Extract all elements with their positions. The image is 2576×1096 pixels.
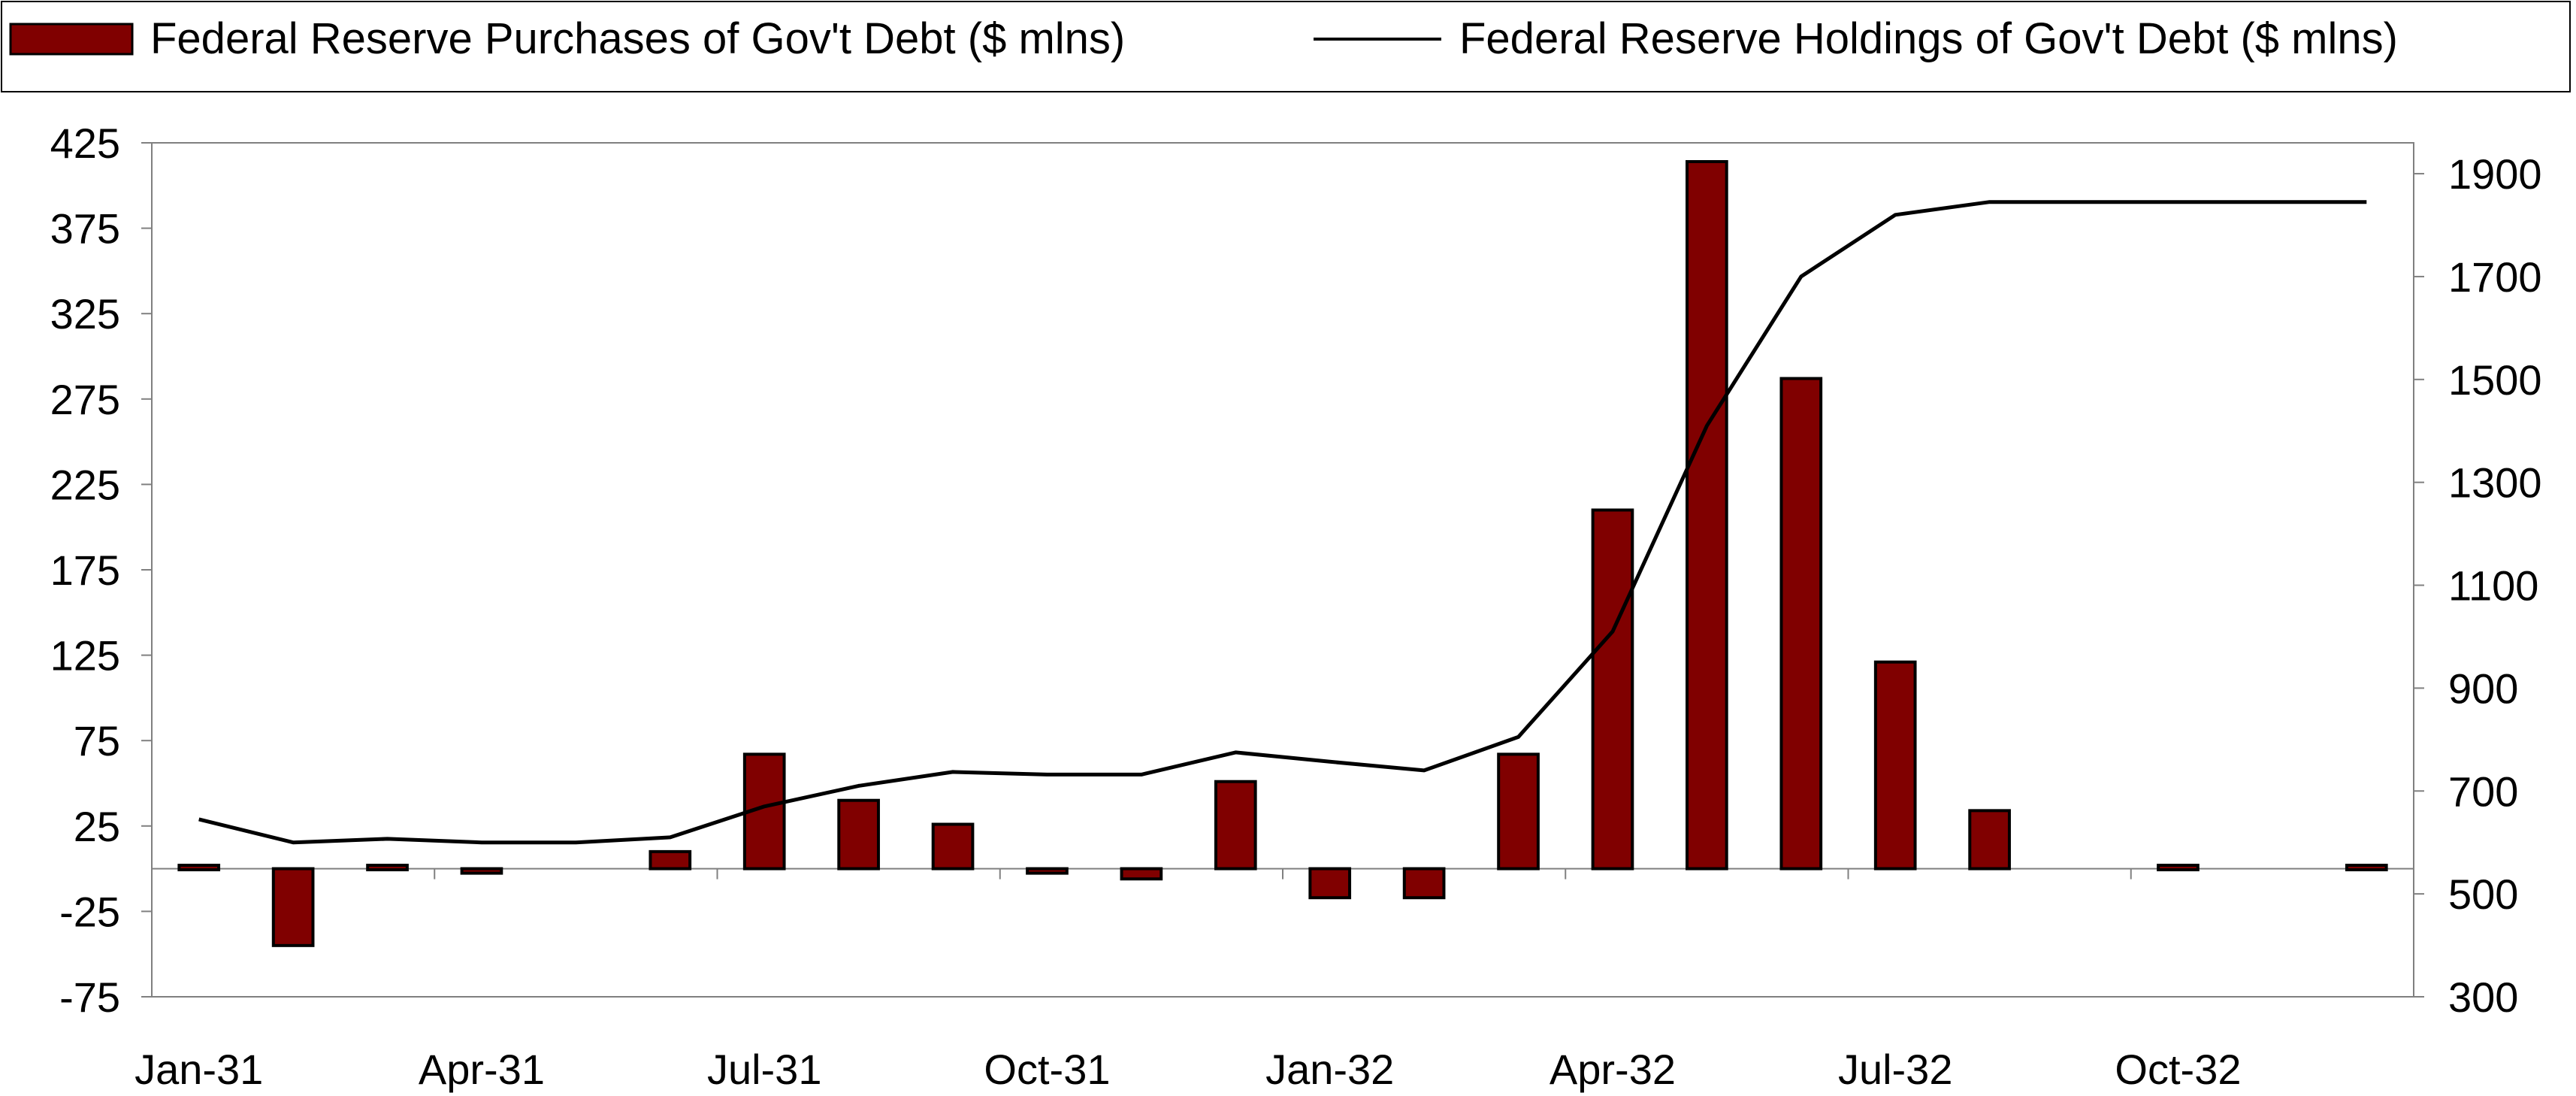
right-tick-label: 1300 [2448, 459, 2542, 507]
left-tick-label: 275 [50, 376, 120, 423]
left-tick-label: 75 [74, 717, 120, 764]
x-tick-label: Apr-32 [1550, 1046, 1676, 1093]
x-tick-label: Oct-31 [984, 1046, 1110, 1093]
x-tick-label: Jan-32 [1265, 1046, 1394, 1093]
left-tick-label: 175 [50, 546, 120, 594]
purchase-bar [2345, 864, 2388, 872]
left-tick-label: 425 [50, 120, 120, 167]
x-tick-label: Apr-31 [419, 1046, 545, 1093]
purchase-bar [1873, 660, 1917, 870]
holdings-line [198, 200, 2367, 845]
purchase-bar [1591, 508, 1634, 870]
legend-frame [1, 1, 2571, 92]
right-tick-label: 900 [2448, 665, 2518, 712]
purchase-bar [271, 867, 315, 947]
purchase-bar [1497, 752, 1540, 870]
x-tick-label: Jan-31 [135, 1046, 263, 1093]
purchase-bar [1779, 377, 1823, 870]
left-tick-label: -75 [59, 973, 120, 1021]
purchases-bars [177, 159, 2388, 947]
holdings-line-layer [198, 200, 2367, 845]
left-tick-label: 225 [50, 461, 120, 508]
purchase-bar [2157, 864, 2200, 872]
left-tick-label: 125 [50, 632, 120, 680]
purchase-bar [366, 864, 409, 872]
purchase-bar [1120, 867, 1163, 881]
purchase-bar [837, 798, 880, 870]
x-tick-label: Jul-32 [1838, 1046, 1953, 1093]
left-tick-label: 325 [50, 290, 120, 338]
right-tick-label: 1700 [2448, 253, 2542, 301]
right-tick-label: 300 [2448, 973, 2518, 1021]
purchase-bar [1308, 867, 1352, 900]
right-tick-label: 500 [2448, 870, 2518, 918]
right-tick-label: 1100 [2448, 562, 2538, 610]
left-y-axis: 425 375 325 275 225 175 125 75 25 -25 -75 [50, 120, 153, 1021]
x-tick-label: Oct-32 [2115, 1046, 2241, 1093]
right-tick-label: 1500 [2448, 356, 2542, 404]
left-tick-label: -25 [59, 888, 120, 935]
right-tick-label: 1900 [2448, 150, 2542, 198]
left-tick-label: 25 [74, 803, 120, 850]
legend: Federal Reserve Purchases of Gov't Debt … [1, 1, 2571, 92]
legend-label-purchases: Federal Reserve Purchases of Gov't Debt … [150, 14, 1125, 63]
plot-frame [151, 142, 2414, 998]
purchase-bar [931, 822, 975, 870]
purchase-bar [649, 849, 692, 870]
purchase-bar [1968, 809, 2011, 870]
right-y-axis: 1900 1700 1500 1300 1100 900 700 500 300 [2413, 143, 2542, 1021]
purchase-bar [460, 867, 503, 875]
purchase-bar [177, 864, 221, 872]
left-tick-label: 375 [50, 205, 120, 253]
purchase-bar [1026, 867, 1069, 875]
x-tick-label: Jul-31 [707, 1046, 822, 1093]
purchase-bar [1402, 867, 1446, 900]
legend-label-holdings: Federal Reserve Holdings of Gov't Debt (… [1459, 14, 2398, 63]
purchase-bar [1214, 780, 1257, 870]
purchase-bar [1686, 159, 1728, 870]
legend-swatch-purchases [9, 23, 134, 56]
x-axis: Jan-31 Apr-31 Jul-31 Oct-31 Jan-32 Apr-32 Jul-… [135, 867, 2414, 1093]
right-tick-label: 700 [2448, 768, 2518, 815]
